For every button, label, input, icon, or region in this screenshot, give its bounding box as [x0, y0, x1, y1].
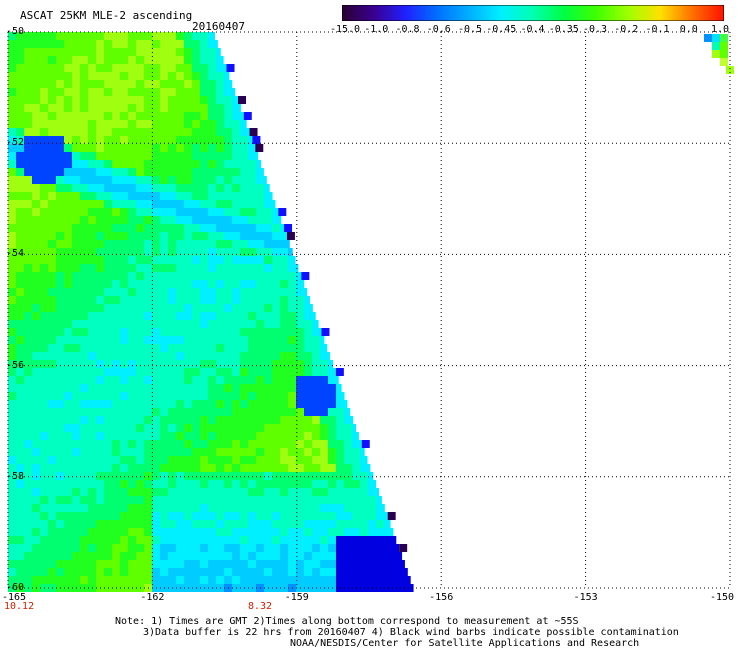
colorbar-label: -0.3	[582, 24, 608, 35]
colorbar-label: 0.0	[679, 24, 698, 35]
colorbar-label: -0.6	[426, 24, 451, 35]
colorbar-label: -0.1	[645, 24, 670, 35]
colorbar-label: -0.5	[457, 24, 483, 35]
map-title: ASCAT 25KM MLE-2 ascending	[20, 9, 193, 22]
y-tick-label: -58	[6, 470, 25, 482]
colorbar-label: -0.2	[614, 24, 639, 35]
colorbar-label: 1.0	[710, 24, 730, 35]
x-tick-label: -150	[709, 592, 735, 603]
y-tick-label: -50	[6, 26, 25, 37]
y-tick-label: -56	[6, 359, 25, 371]
time-label-left: 10.12	[4, 601, 35, 612]
map-grid	[7, 31, 731, 589]
y-tick-label: -52	[6, 137, 25, 149]
colorbar-gradient	[342, 5, 724, 21]
colorbar-label: -0.4	[520, 24, 545, 35]
x-tick-label: -156	[429, 592, 454, 603]
colorbar-label: -15.0	[329, 24, 361, 35]
map-date: 20160407	[192, 20, 245, 33]
x-tick-label: -159	[284, 592, 309, 603]
x-tick-label: -162	[140, 592, 165, 603]
note-line-1: Note: 1) Times are GMT 2)Times along bot…	[115, 616, 579, 627]
note-line-3: NOAA/NESDIS/Center for Satellite Applica…	[290, 638, 640, 649]
swath-cells	[8, 32, 734, 592]
x-tick-label: -153	[573, 592, 598, 603]
colorbar	[342, 5, 724, 21]
y-tick-label: -60	[6, 582, 25, 593]
colorbar-label: -1.0	[364, 24, 389, 35]
x-tick-label: -165	[1, 592, 27, 603]
time-label-middle: 8.32	[248, 601, 273, 612]
colorbar-label: -0.8	[395, 24, 420, 35]
y-tick-label: -54	[6, 248, 25, 260]
colorbar-label: -0.45	[486, 24, 517, 35]
colorbar-label: -0.35	[548, 24, 579, 35]
note-line-2: 3)Data buffer is 22 hrs from 20160407 4)…	[143, 627, 679, 638]
